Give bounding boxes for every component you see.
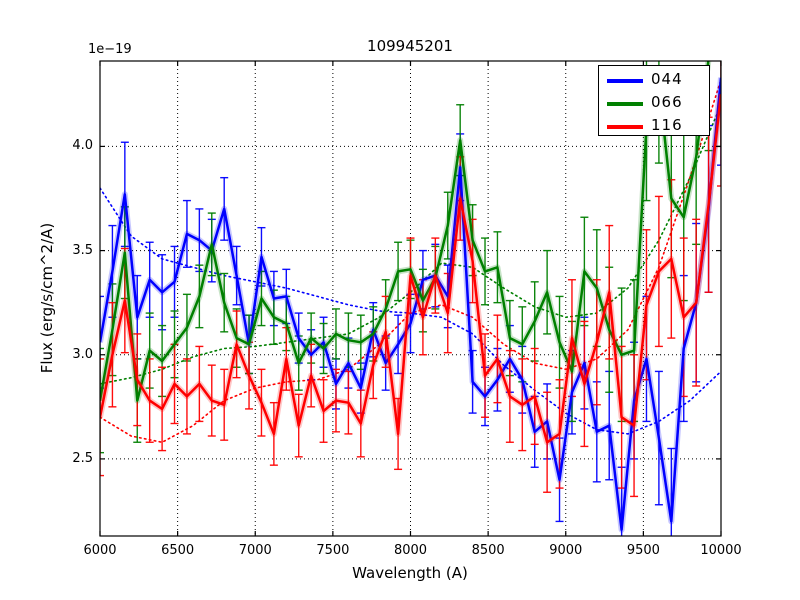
x-tick-label: 7500 — [316, 543, 350, 558]
legend-entry: 116 — [599, 115, 709, 138]
legend-label: 044 — [651, 70, 683, 88]
y-tick-label: 3.5 — [72, 242, 93, 258]
x-tick-label: 6000 — [83, 543, 117, 558]
x-tick-label: 8000 — [393, 543, 428, 558]
legend-line-sample-green — [607, 102, 643, 106]
legend-entry: 044 — [599, 69, 709, 92]
x-tick-label: 8500 — [471, 543, 505, 558]
x-axis-label: Wavelength (A) — [352, 564, 468, 582]
x-tick-label: 9500 — [626, 543, 660, 558]
spectrum-line-044 — [100, 77, 721, 532]
y-tick-label: 2.5 — [72, 450, 93, 466]
tick-marks — [99, 61, 722, 536]
legend-line-sample-blue — [607, 79, 643, 83]
x-tick-label: 7000 — [238, 543, 272, 558]
y-axis-offset-text: 1e−19 — [88, 42, 132, 57]
legend-label: 066 — [651, 93, 683, 111]
plot-title: 109945201 — [367, 37, 453, 55]
legend-label: 116 — [651, 116, 683, 134]
legend-entry: 066 — [599, 92, 709, 115]
y-tick-label: 4.0 — [72, 138, 93, 154]
x-tick-label: 9000 — [549, 543, 583, 558]
spectrum-line-066 — [100, 61, 710, 402]
x-tick-label: 10000 — [700, 543, 742, 558]
data-region — [100, 61, 721, 536]
y-tick-label: 3.0 — [72, 346, 93, 362]
legend-line-sample-red — [607, 125, 643, 129]
legend-box: 044 066 116 — [598, 65, 710, 136]
spectrum-line-116 — [100, 94, 721, 444]
x-tick-label: 6500 — [161, 543, 195, 558]
